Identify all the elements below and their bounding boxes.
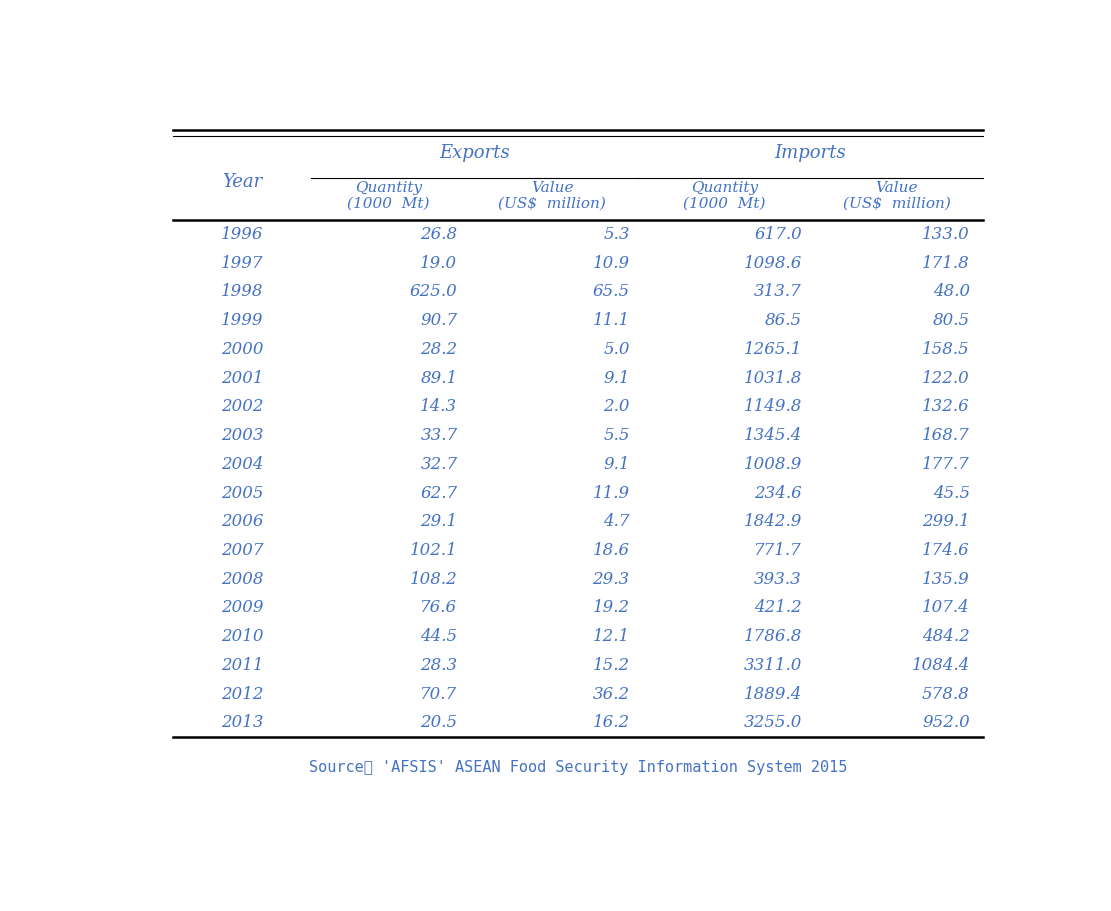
Text: Exports: Exports — [439, 144, 510, 162]
Text: 10.9: 10.9 — [592, 255, 630, 271]
Text: 102.1: 102.1 — [410, 542, 458, 559]
Text: 132.6: 132.6 — [922, 398, 970, 415]
Text: 1008.9: 1008.9 — [743, 456, 802, 473]
Text: 771.7: 771.7 — [754, 542, 802, 559]
Text: 1996: 1996 — [221, 226, 263, 243]
Text: 1265.1: 1265.1 — [743, 341, 802, 358]
Text: 9.1: 9.1 — [603, 456, 630, 473]
Text: 9.1: 9.1 — [603, 370, 630, 386]
Text: 80.5: 80.5 — [932, 312, 970, 329]
Text: 2007: 2007 — [221, 542, 263, 559]
Text: 1098.6: 1098.6 — [743, 255, 802, 271]
Text: 3255.0: 3255.0 — [743, 714, 802, 732]
Text: 133.0: 133.0 — [922, 226, 970, 243]
Text: 29.1: 29.1 — [420, 513, 458, 530]
Text: 18.6: 18.6 — [592, 542, 630, 559]
Text: 1842.9: 1842.9 — [743, 513, 802, 530]
Text: 177.7: 177.7 — [922, 456, 970, 473]
Text: 5.5: 5.5 — [603, 427, 630, 444]
Text: 108.2: 108.2 — [410, 570, 458, 588]
Text: 421.2: 421.2 — [754, 599, 802, 617]
Text: 16.2: 16.2 — [592, 714, 630, 732]
Text: 313.7: 313.7 — [754, 283, 802, 301]
Text: Value
(US$  million): Value (US$ million) — [842, 180, 951, 210]
Text: 19.2: 19.2 — [592, 599, 630, 617]
Text: Quantity
(1000  Mt): Quantity (1000 Mt) — [683, 180, 765, 210]
Text: 3311.0: 3311.0 — [743, 657, 802, 674]
Text: 36.2: 36.2 — [592, 686, 630, 702]
Text: 32.7: 32.7 — [420, 456, 458, 473]
Text: 299.1: 299.1 — [922, 513, 970, 530]
Text: 393.3: 393.3 — [754, 570, 802, 588]
Text: 5.3: 5.3 — [603, 226, 630, 243]
Text: 11.9: 11.9 — [592, 485, 630, 501]
Text: 76.6: 76.6 — [420, 599, 458, 617]
Text: 2002: 2002 — [221, 398, 263, 415]
Text: 2000: 2000 — [221, 341, 263, 358]
Text: 174.6: 174.6 — [922, 542, 970, 559]
Text: 62.7: 62.7 — [420, 485, 458, 501]
Text: Quantity
(1000  Mt): Quantity (1000 Mt) — [348, 180, 430, 210]
Text: 484.2: 484.2 — [922, 628, 970, 645]
Text: 5.0: 5.0 — [603, 341, 630, 358]
Text: 2009: 2009 — [221, 599, 263, 617]
Text: 14.3: 14.3 — [420, 398, 458, 415]
Text: 2005: 2005 — [221, 485, 263, 501]
Text: 90.7: 90.7 — [420, 312, 458, 329]
Text: 28.3: 28.3 — [420, 657, 458, 674]
Text: 33.7: 33.7 — [420, 427, 458, 444]
Text: 29.3: 29.3 — [592, 570, 630, 588]
Text: 171.8: 171.8 — [922, 255, 970, 271]
Text: 28.2: 28.2 — [420, 341, 458, 358]
Text: 1998: 1998 — [221, 283, 263, 301]
Text: 168.7: 168.7 — [922, 427, 970, 444]
Text: 86.5: 86.5 — [764, 312, 802, 329]
Text: 2013: 2013 — [221, 714, 263, 732]
Text: 2004: 2004 — [221, 456, 263, 473]
Text: Year: Year — [222, 173, 262, 191]
Text: 2003: 2003 — [221, 427, 263, 444]
Text: 65.5: 65.5 — [592, 283, 630, 301]
Text: 2012: 2012 — [221, 686, 263, 702]
Text: 44.5: 44.5 — [420, 628, 458, 645]
Text: 625.0: 625.0 — [410, 283, 458, 301]
Text: 158.5: 158.5 — [922, 341, 970, 358]
Text: 2011: 2011 — [221, 657, 263, 674]
Text: 11.1: 11.1 — [592, 312, 630, 329]
Text: 1786.8: 1786.8 — [743, 628, 802, 645]
Text: 1345.4: 1345.4 — [743, 427, 802, 444]
Text: 15.2: 15.2 — [592, 657, 630, 674]
Text: 135.9: 135.9 — [922, 570, 970, 588]
Text: 1997: 1997 — [221, 255, 263, 271]
Text: Value
(US$  million): Value (US$ million) — [498, 180, 607, 210]
Text: 70.7: 70.7 — [420, 686, 458, 702]
Text: 4.7: 4.7 — [603, 513, 630, 530]
Text: 234.6: 234.6 — [754, 485, 802, 501]
Text: 26.8: 26.8 — [420, 226, 458, 243]
Text: 952.0: 952.0 — [922, 714, 970, 732]
Text: 20.5: 20.5 — [420, 714, 458, 732]
Text: 1149.8: 1149.8 — [743, 398, 802, 415]
Text: 2010: 2010 — [221, 628, 263, 645]
Text: 617.0: 617.0 — [754, 226, 802, 243]
Text: 2001: 2001 — [221, 370, 263, 386]
Text: 578.8: 578.8 — [922, 686, 970, 702]
Text: 48.0: 48.0 — [932, 283, 970, 301]
Text: 1084.4: 1084.4 — [911, 657, 970, 674]
Text: 1889.4: 1889.4 — [743, 686, 802, 702]
Text: 45.5: 45.5 — [932, 485, 970, 501]
Text: Source： 'AFSIS' ASEAN Food Security Information System 2015: Source： 'AFSIS' ASEAN Food Security Info… — [309, 760, 848, 774]
Text: Imports: Imports — [774, 144, 847, 162]
Text: 122.0: 122.0 — [922, 370, 970, 386]
Text: 1031.8: 1031.8 — [743, 370, 802, 386]
Text: 2006: 2006 — [221, 513, 263, 530]
Text: 19.0: 19.0 — [420, 255, 458, 271]
Text: 2.0: 2.0 — [603, 398, 630, 415]
Text: 2008: 2008 — [221, 570, 263, 588]
Text: 12.1: 12.1 — [592, 628, 630, 645]
Text: 89.1: 89.1 — [420, 370, 458, 386]
Text: 107.4: 107.4 — [922, 599, 970, 617]
Text: 1999: 1999 — [221, 312, 263, 329]
